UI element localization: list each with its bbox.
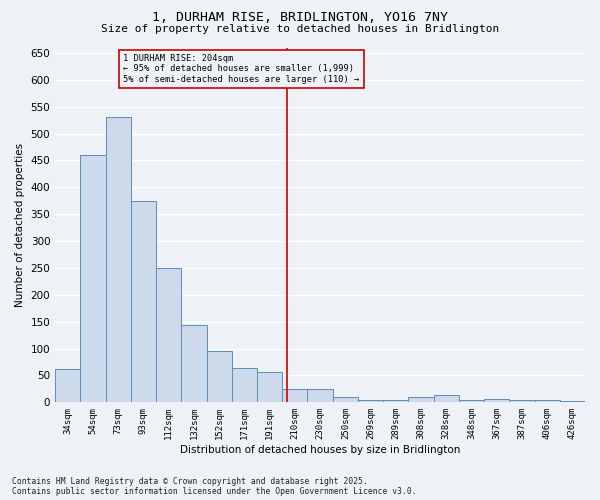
Bar xyxy=(409,397,434,402)
Bar xyxy=(156,268,181,402)
Bar xyxy=(232,368,257,402)
Bar xyxy=(535,400,560,402)
Bar xyxy=(560,400,585,402)
Bar xyxy=(131,200,156,402)
Text: 1, DURHAM RISE, BRIDLINGTON, YO16 7NY: 1, DURHAM RISE, BRIDLINGTON, YO16 7NY xyxy=(152,11,448,24)
Bar xyxy=(332,397,358,402)
Bar xyxy=(181,326,206,402)
X-axis label: Distribution of detached houses by size in Bridlington: Distribution of detached houses by size … xyxy=(180,445,460,455)
Bar xyxy=(509,400,535,402)
Bar xyxy=(80,155,106,402)
Bar xyxy=(257,372,282,402)
Text: Contains HM Land Registry data © Crown copyright and database right 2025.
Contai: Contains HM Land Registry data © Crown c… xyxy=(12,476,416,496)
Bar xyxy=(383,400,409,402)
Bar xyxy=(55,369,80,402)
Bar xyxy=(434,396,459,402)
Bar xyxy=(358,400,383,402)
Bar xyxy=(206,352,232,403)
Bar xyxy=(106,118,131,403)
Bar xyxy=(282,389,307,402)
Y-axis label: Number of detached properties: Number of detached properties xyxy=(15,143,25,307)
Bar xyxy=(307,389,332,402)
Text: 1 DURHAM RISE: 204sqm
← 95% of detached houses are smaller (1,999)
5% of semi-de: 1 DURHAM RISE: 204sqm ← 95% of detached … xyxy=(123,54,359,84)
Text: Size of property relative to detached houses in Bridlington: Size of property relative to detached ho… xyxy=(101,24,499,34)
Bar xyxy=(459,400,484,402)
Bar xyxy=(484,398,509,402)
